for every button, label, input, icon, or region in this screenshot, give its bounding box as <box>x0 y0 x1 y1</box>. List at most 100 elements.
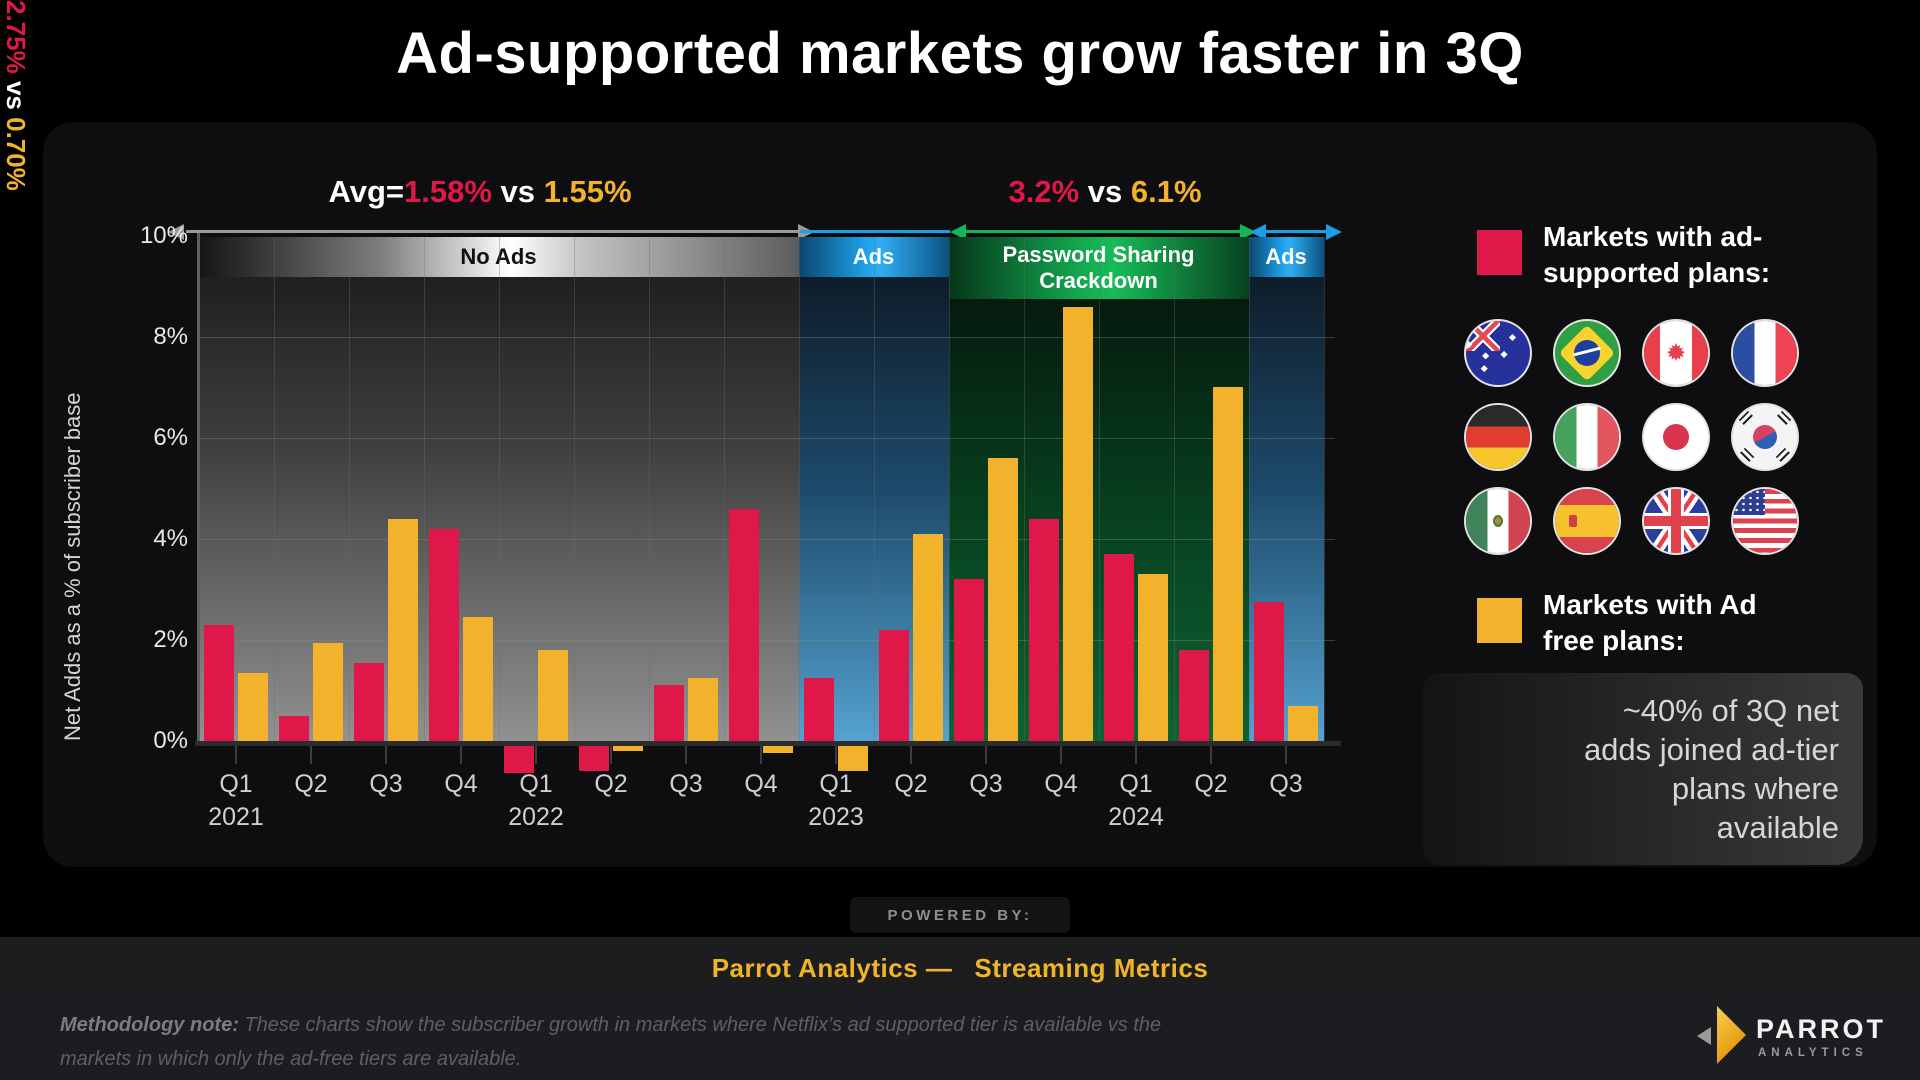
x-label-quarter: Q3 <box>969 770 1003 798</box>
parrot-logo-subtext: ANALYTICS <box>1758 1047 1868 1059</box>
q3-ad-free-value: 0.70% <box>1 117 31 191</box>
flag-south-korea-icon <box>1733 405 1797 469</box>
flag-italy-icon <box>1555 405 1619 469</box>
vertical-gridline <box>1098 237 1100 741</box>
x-tick <box>385 744 387 764</box>
crackdown-arrow-left-icon <box>950 224 966 240</box>
vertical-gridline <box>723 237 725 741</box>
bar-ad-free-Q2 <box>613 743 643 751</box>
legend-swatch-ad-supported <box>1477 230 1522 275</box>
x-tick <box>310 744 312 764</box>
bar-ad-free-Q1-2024 <box>1138 574 1168 741</box>
bar-ad-free-Q4 <box>1063 307 1093 741</box>
ads2-arrow-left-icon <box>1250 224 1266 240</box>
avg-ad-supported-value: 1.58% <box>404 174 492 209</box>
x-tick <box>835 744 837 764</box>
y-tick-label: 0% <box>153 727 188 754</box>
x-label-quarter: Q2 <box>594 770 628 798</box>
y-axis-line <box>197 233 200 743</box>
q3-ad-supported-value: 2.75% <box>1 0 31 74</box>
bar-ad-supported-Q4 <box>429 529 459 741</box>
methodology-note: Methodology note: These charts show the … <box>60 1008 1210 1076</box>
crackdown-vs: vs <box>1079 174 1131 209</box>
powered-by-box: POWERED BY: <box>850 897 1070 933</box>
vertical-gridline <box>1248 237 1250 741</box>
bar-ad-supported-Q1-2022 <box>504 743 534 773</box>
vertical-gridline <box>798 237 800 741</box>
methodology-text: These charts show the subscriber growth … <box>60 1014 1162 1070</box>
no-ads-arrow-shaft <box>186 230 798 233</box>
flag-canada-icon <box>1644 321 1708 385</box>
x-axis-line <box>195 741 1341 746</box>
methodology-band: Methodology note: These charts show the … <box>0 999 1920 1080</box>
no-ads-arrow-left-icon <box>168 224 184 240</box>
flag-brazil-icon <box>1555 321 1619 385</box>
x-tick <box>910 744 912 764</box>
y-tick-label: 6% <box>153 424 188 451</box>
flag-spain-icon <box>1555 489 1619 553</box>
bar-ad-supported-Q4 <box>1029 519 1059 741</box>
bar-ad-free-Q2 <box>313 643 343 741</box>
flag-germany-icon <box>1466 405 1530 469</box>
legend-label-ad-supported: Markets with ad-supported plans: <box>1543 221 1771 288</box>
bar-ad-free-Q1-2023 <box>838 743 868 771</box>
x-label-quarter: Q1 <box>1119 770 1153 798</box>
parrot-logo-text: PARROT <box>1756 1014 1886 1044</box>
bar-ad-supported-Q3 <box>1254 602 1284 741</box>
bar-ad-free-Q2 <box>1213 387 1243 741</box>
x-tick <box>235 744 237 764</box>
x-label-quarter: Q1 <box>219 770 253 798</box>
bar-ad-supported-Q1-2023 <box>804 678 834 741</box>
vertical-gridline <box>648 237 650 741</box>
note-text: ~40% of 3Q net adds joined ad-tier plans w… <box>1583 693 1839 845</box>
x-label-quarter: Q4 <box>444 770 478 798</box>
crackdown-ad-free-value: 6.1% <box>1130 174 1202 209</box>
bar-ad-supported-Q1-2021 <box>204 625 234 741</box>
bar-ad-supported-Q2 <box>1179 650 1209 741</box>
x-tick <box>760 744 762 764</box>
vertical-gridline <box>273 237 275 741</box>
bar-ad-free-Q1-2022 <box>538 650 568 741</box>
zone-gray-0: No Ads <box>198 237 799 741</box>
bar-ad-free-Q2 <box>913 534 943 741</box>
x-tick <box>610 744 612 764</box>
flag-united-states-icon <box>1733 489 1797 553</box>
bar-ad-free-Q3 <box>988 458 1018 741</box>
y-tick-label: 2% <box>153 626 188 653</box>
x-label-quarter: Q2 <box>294 770 328 798</box>
avg-vs: vs <box>491 174 544 209</box>
legend-swatch-ad-free <box>1477 598 1522 643</box>
y-tick-label: 4% <box>153 525 188 552</box>
bar-ad-supported-Q3 <box>654 685 684 741</box>
x-tick <box>1060 744 1062 764</box>
x-label-quarter: Q3 <box>369 770 403 798</box>
crackdown-arrow-shaft <box>964 230 1240 233</box>
bar-ad-supported-Q4 <box>729 509 759 741</box>
bar-ad-free-Q4 <box>763 743 793 753</box>
vertical-gridline <box>573 237 575 741</box>
x-tick <box>985 744 987 764</box>
methodology-label: Methodology note: <box>60 1014 239 1036</box>
x-tick <box>535 744 537 764</box>
legend-label-ad-free: Markets with Ad free plans: <box>1543 589 1757 656</box>
zone-band-label: Ads <box>798 237 949 277</box>
avg-prefix: Avg= <box>328 174 404 209</box>
x-label-quarter: Q4 <box>744 770 778 798</box>
product-name: Streaming Metrics <box>974 952 1209 983</box>
flag-mexico-icon <box>1466 489 1530 553</box>
bar-ad-free-Q3 <box>388 519 418 741</box>
vertical-gridline <box>948 237 950 741</box>
crackdown-ad-supported-value: 3.2% <box>1008 174 1080 209</box>
flag-united-kingdom-icon <box>1644 489 1708 553</box>
ads2-arrow-right-icon <box>1326 224 1342 240</box>
horizontal-gridline <box>199 640 1335 641</box>
bar-ad-free-Q1-2021 <box>238 673 268 741</box>
powered-by-label: POWERED BY: <box>887 906 1033 924</box>
x-label-quarter: Q2 <box>1194 770 1228 798</box>
flag-france-icon <box>1733 321 1797 385</box>
y-axis-title: Net Adds as a % of subscriber base <box>60 392 85 741</box>
vertical-gridline <box>1173 237 1175 741</box>
note-box: ~40% of 3Q net adds joined ad-tier plans w… <box>1423 673 1863 865</box>
vertical-gridline <box>1023 237 1025 741</box>
